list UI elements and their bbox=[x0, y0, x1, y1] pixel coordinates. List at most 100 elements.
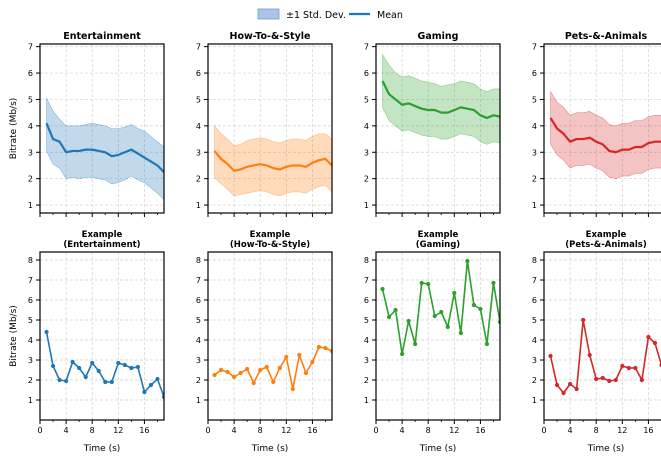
axes-frame bbox=[39, 251, 165, 421]
y-tick-label: 3 bbox=[532, 148, 537, 157]
y-tick-label: 7 bbox=[196, 43, 201, 52]
y-tick-label: 4 bbox=[364, 122, 369, 131]
y-tick-label: 1 bbox=[532, 201, 537, 210]
y-tick-label: 1 bbox=[196, 201, 201, 210]
y-tick-label: 6 bbox=[364, 69, 369, 78]
plot-area bbox=[44, 329, 164, 400]
y-tick-label: 1 bbox=[364, 201, 369, 210]
plot-area bbox=[45, 97, 164, 201]
y-tick-label: 3 bbox=[364, 356, 369, 365]
data-point bbox=[142, 389, 147, 395]
x-tick-label: 0 bbox=[541, 426, 546, 435]
data-point bbox=[413, 341, 418, 347]
y-tick-label: 2 bbox=[532, 175, 537, 184]
data-point bbox=[116, 360, 121, 366]
panel-title-line: (How-To-&-Style) bbox=[230, 240, 310, 250]
y-tick-label: 2 bbox=[196, 376, 201, 385]
y-tick-label: 5 bbox=[532, 316, 537, 325]
y-tick-label: 8 bbox=[532, 256, 537, 265]
panel-title: Example (How-To-&-Style) bbox=[230, 230, 310, 250]
std-band bbox=[214, 125, 332, 197]
y-tick-label: 7 bbox=[364, 276, 369, 285]
y-tick-label: 3 bbox=[532, 356, 537, 365]
y-tick-label: 5 bbox=[196, 316, 201, 325]
y-tick-label: 7 bbox=[196, 276, 201, 285]
y-tick-label: 3 bbox=[196, 148, 201, 157]
axes-frame bbox=[543, 251, 661, 421]
data-point bbox=[607, 378, 612, 384]
y-tick-label: 5 bbox=[364, 95, 369, 104]
x-tick-label: 16 bbox=[475, 426, 485, 435]
y-tick-label: 8 bbox=[364, 256, 369, 265]
y-tick-label: 6 bbox=[532, 296, 537, 305]
panel-title-line: Example bbox=[250, 230, 291, 240]
data-point bbox=[386, 314, 392, 320]
data-point bbox=[626, 365, 631, 371]
panel-title-line: Entertainment bbox=[63, 31, 141, 42]
y-tick-label: 4 bbox=[196, 336, 201, 345]
x-axis-label: Time (s) bbox=[251, 444, 289, 454]
series-line bbox=[549, 319, 661, 394]
data-point bbox=[96, 368, 101, 374]
x-tick-label: 8 bbox=[426, 426, 431, 435]
legend-band-swatch bbox=[257, 8, 280, 20]
data-point bbox=[122, 362, 127, 368]
plot-area bbox=[548, 317, 661, 396]
y-tick-label: 2 bbox=[364, 175, 369, 184]
y-tick-label: 3 bbox=[28, 148, 33, 157]
y-axis-label: Bitrate (Mb/s) bbox=[9, 98, 19, 160]
panel-title: How-To-&-Style bbox=[230, 31, 311, 42]
y-tick-label: 1 bbox=[532, 396, 537, 405]
data-point bbox=[284, 354, 289, 360]
std-band bbox=[382, 53, 500, 145]
plot-area bbox=[212, 344, 332, 392]
data-point bbox=[218, 367, 224, 373]
data-point bbox=[445, 324, 450, 330]
y-tick-label: 7 bbox=[28, 276, 33, 285]
data-point bbox=[452, 290, 457, 296]
data-point bbox=[419, 280, 424, 286]
x-tick-label: 4 bbox=[568, 426, 573, 435]
axes-frame bbox=[207, 43, 333, 214]
data-point bbox=[109, 379, 114, 385]
data-point bbox=[561, 390, 566, 396]
plot-area bbox=[380, 258, 500, 357]
y-tick-label: 7 bbox=[364, 43, 369, 52]
x-axis-label: Time (s) bbox=[83, 444, 121, 454]
data-point bbox=[568, 381, 573, 387]
data-point bbox=[90, 360, 95, 366]
y-tick-label: 4 bbox=[532, 336, 537, 345]
x-tick-label: 8 bbox=[258, 426, 263, 435]
data-point bbox=[380, 286, 385, 292]
data-point bbox=[465, 258, 470, 264]
data-point bbox=[548, 353, 553, 359]
data-point bbox=[83, 374, 88, 380]
data-point bbox=[574, 386, 579, 392]
data-point bbox=[458, 330, 463, 336]
x-tick-label: 12 bbox=[113, 426, 123, 435]
mean-line bbox=[549, 117, 661, 154]
std-band bbox=[46, 97, 164, 201]
panel-title-line: Example bbox=[82, 230, 123, 240]
data-point bbox=[77, 365, 82, 371]
plot-area bbox=[213, 125, 332, 197]
data-point bbox=[600, 375, 605, 381]
y-tick-label: 4 bbox=[364, 336, 369, 345]
data-point bbox=[646, 334, 651, 340]
panel-title: Pets-&-Animals bbox=[565, 31, 648, 42]
panel-title: Example (Pets-&-Animals) bbox=[565, 230, 647, 250]
y-tick-label: 3 bbox=[196, 356, 201, 365]
y-tick-label: 3 bbox=[28, 356, 33, 365]
std-band bbox=[550, 90, 661, 179]
panel-title-line: (Gaming) bbox=[416, 240, 461, 250]
panel-1: 1 2 3 4 5 6 7 Entertainment Bitrate (Mb/s) bbox=[9, 31, 165, 217]
y-tick-label: 6 bbox=[28, 296, 33, 305]
data-point bbox=[400, 351, 405, 357]
panel-2: 1 2 3 4 5 6 7 How-To-&-Style bbox=[196, 31, 333, 217]
y-tick-label: 5 bbox=[196, 95, 201, 104]
data-point bbox=[491, 280, 496, 286]
data-point bbox=[297, 352, 302, 358]
x-tick-label: 4 bbox=[400, 426, 405, 435]
x-tick-label: 16 bbox=[139, 426, 149, 435]
